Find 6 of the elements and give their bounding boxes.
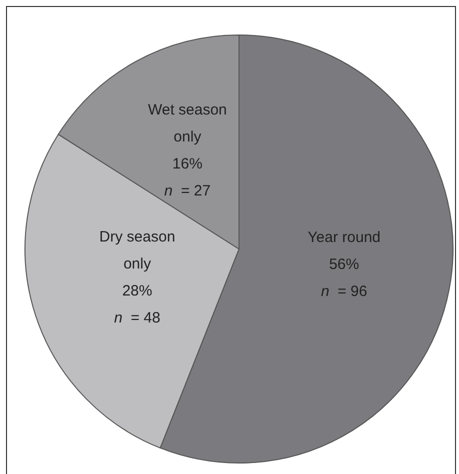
data-label: 16% n = 27 — [164, 156, 211, 200]
data-label: 28% n = 48 — [114, 282, 160, 327]
slice-label: Year round — [308, 229, 381, 246]
data-label: 56% n = 96 — [320, 256, 368, 300]
slice-label: Wet season only — [148, 102, 227, 146]
slice-label: Dry season only — [99, 228, 176, 273]
